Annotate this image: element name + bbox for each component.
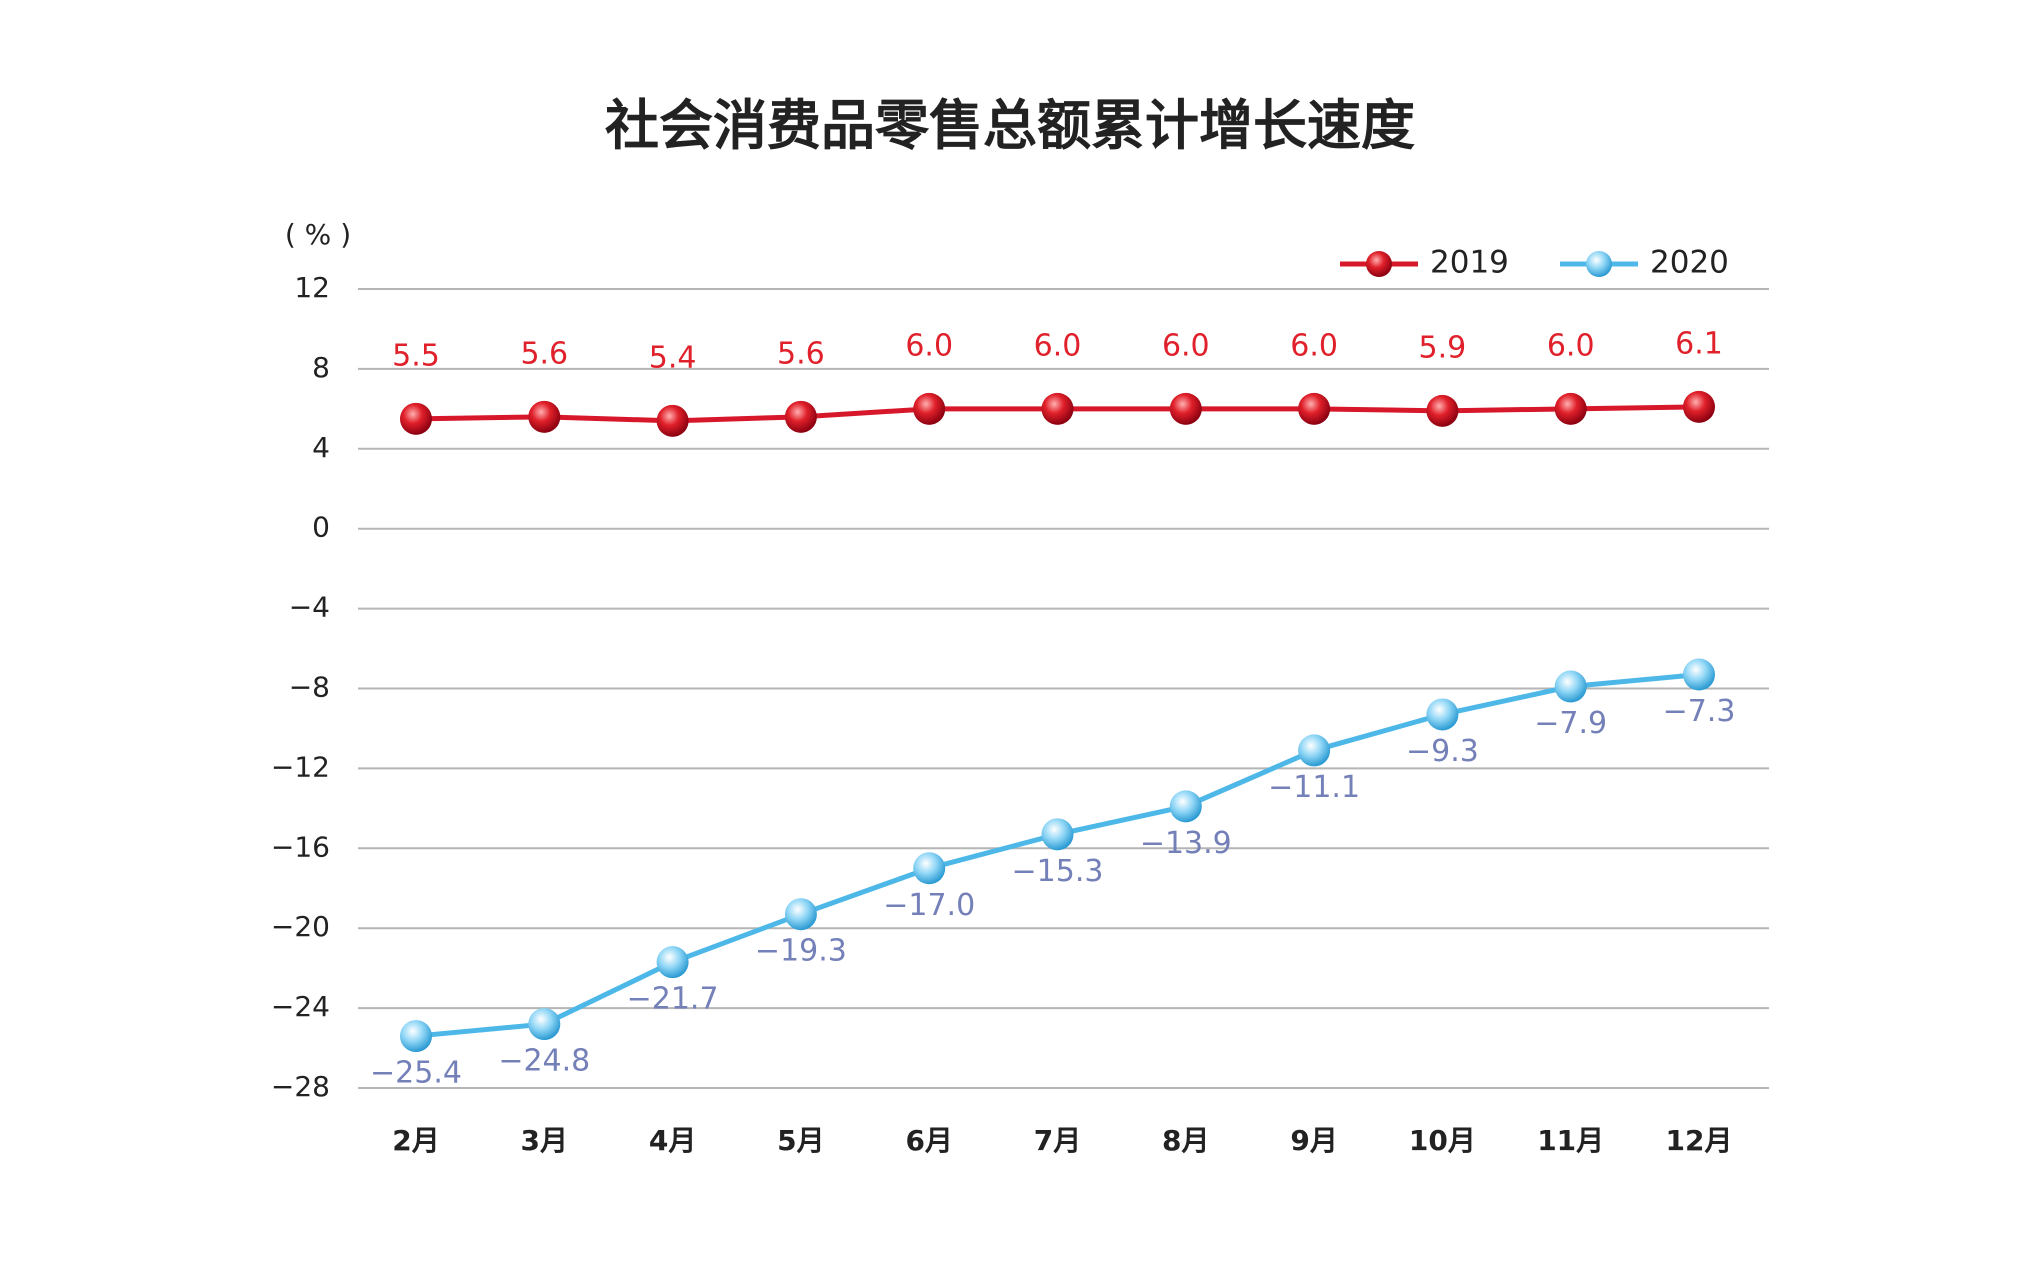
point <box>1683 658 1715 691</box>
point <box>656 946 689 979</box>
value-label: −21.7 <box>627 982 719 1017</box>
value-label: −24.8 <box>498 1044 590 1079</box>
point <box>528 400 561 433</box>
point <box>1169 790 1202 823</box>
point <box>1298 392 1331 425</box>
value-label: 6.0 <box>1290 328 1338 363</box>
y-tick-label: −24 <box>271 990 330 1023</box>
point <box>656 404 689 437</box>
point <box>913 392 946 425</box>
y-tick-label: −12 <box>271 750 330 783</box>
x-tick-label: 11月 <box>1537 1124 1604 1157</box>
point <box>1426 698 1459 731</box>
x-tick-label: 2月 <box>392 1124 439 1157</box>
point <box>400 1020 432 1053</box>
chart-title: 社会消费品零售总额累计增长速度 <box>605 93 1415 157</box>
point <box>1554 392 1587 425</box>
value-label: 6.0 <box>905 328 953 363</box>
x-tick-label: 9月 <box>1290 1124 1337 1157</box>
y-tick-label: 12 <box>294 271 330 304</box>
y-tick-label: 0 <box>312 511 330 544</box>
x-tick-label: 4月 <box>649 1124 696 1157</box>
x-tick-label: 7月 <box>1034 1124 1081 1157</box>
point <box>1041 818 1074 851</box>
value-label: 6.0 <box>1034 328 1082 363</box>
value-label: −11.1 <box>1268 770 1360 805</box>
value-label: −25.4 <box>370 1056 462 1091</box>
point <box>528 1008 561 1041</box>
x-tick-label: 3月 <box>521 1124 568 1157</box>
x-tick-label: 8月 <box>1162 1124 1209 1157</box>
point <box>1298 734 1331 767</box>
point <box>1169 392 1202 425</box>
value-label: 6.1 <box>1675 326 1723 361</box>
y-tick-label: −16 <box>271 830 330 863</box>
value-label: −19.3 <box>755 934 847 969</box>
value-label: −9.3 <box>1406 734 1479 769</box>
x-tick-label: 5月 <box>777 1124 824 1157</box>
value-label: 6.0 <box>1162 328 1210 363</box>
legend-label: 2020 <box>1650 245 1729 281</box>
value-label: 6.0 <box>1547 328 1595 363</box>
value-label: −13.9 <box>1140 826 1232 861</box>
y-tick-label: 4 <box>312 431 330 464</box>
value-label: −7.3 <box>1663 694 1736 729</box>
y-tick-label: −4 <box>289 591 330 624</box>
point <box>784 400 817 433</box>
value-label: 5.6 <box>777 336 825 371</box>
y-axis-label: ( % ) <box>285 218 351 251</box>
x-tick-label: 6月 <box>905 1124 952 1157</box>
point <box>1426 394 1459 427</box>
value-label: 5.9 <box>1419 330 1467 365</box>
y-tick-label: −8 <box>289 671 330 704</box>
legend-marker <box>1366 251 1392 277</box>
y-tick-label: −20 <box>271 910 330 943</box>
x-tick-label: 10月 <box>1409 1124 1476 1157</box>
y-tick-label: 8 <box>312 351 330 384</box>
value-label: 5.5 <box>392 338 440 373</box>
legend-marker <box>1586 251 1612 277</box>
value-label: −7.9 <box>1534 706 1607 741</box>
value-label: 5.6 <box>520 336 568 371</box>
x-tick-label: 12月 <box>1666 1124 1733 1157</box>
point <box>784 898 817 931</box>
point <box>400 402 432 435</box>
point <box>1041 392 1074 425</box>
legend-label: 2019 <box>1430 245 1509 281</box>
point <box>1683 390 1715 423</box>
value-label: 5.4 <box>649 340 697 375</box>
y-tick-label: −28 <box>271 1070 330 1103</box>
value-label: −17.0 <box>883 888 975 923</box>
point <box>913 852 946 885</box>
value-label: −15.3 <box>1012 854 1104 889</box>
point <box>1554 670 1587 703</box>
